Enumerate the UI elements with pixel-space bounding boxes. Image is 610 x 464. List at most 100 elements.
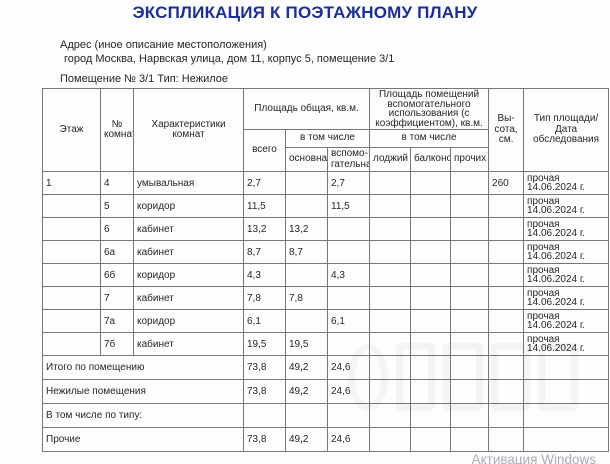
summary-row-nonresidential: Нежилые помещения 73,8 49,2 24,6 (42, 379, 610, 404)
summary-row-other: Прочие 73,8 49,2 24,6 (42, 427, 610, 452)
summary-aux: 24,6 (326, 355, 371, 380)
cell-height (488, 240, 525, 264)
cell-room-name: кабинет (133, 217, 244, 241)
cell-height (488, 263, 525, 287)
cell-other (450, 217, 490, 241)
cell-floor (42, 286, 101, 310)
cell-room-no: 7б (100, 332, 134, 356)
empty-cell (488, 355, 525, 380)
header-total: всего (243, 129, 286, 172)
cell-main: 8,7 (285, 240, 328, 264)
address-label: Адрес (иное описание местоположения) (60, 39, 267, 51)
cell-aux: 6,1 (326, 309, 371, 333)
empty-cell (369, 379, 412, 404)
cell-balcony (410, 286, 452, 310)
cell-main: 7,8 (285, 286, 328, 310)
empty-cell (450, 427, 490, 452)
page-title: ЭКСПЛИКАЦИЯ К ПОЭТАЖНОМУ ПЛАНУ (132, 3, 478, 22)
cell-loggia (369, 194, 412, 218)
cell-room-name: коридор (133, 194, 244, 218)
cell-loggia (369, 332, 412, 356)
cell-room-no: 4 (100, 171, 134, 195)
cell-balcony (410, 194, 452, 218)
cell-loggia (369, 309, 412, 333)
address-block: Адрес (иное описание местоположения) гор… (60, 38, 394, 66)
cell-loggia (369, 217, 412, 241)
cell-floor (42, 309, 101, 333)
cell-total: 6,1 (243, 309, 286, 333)
summary-main: 49,2 (285, 379, 328, 404)
cell-total: 7,8 (243, 286, 286, 310)
cell-balcony (410, 240, 452, 264)
header-total-area-group: Площадь общая, кв.м. (242, 88, 371, 130)
cell-floor (42, 194, 101, 218)
cell-height: 260 (488, 171, 525, 195)
table-row: 7б кабинет 19,5 19,5 прочая 14.06.2024 г… (42, 332, 610, 356)
summary-label: Прочие (42, 427, 244, 452)
header-main: основная (285, 147, 328, 172)
cell-type-date: прочая 14.06.2024 г. (523, 194, 610, 218)
empty-cell (523, 379, 610, 404)
cell-total: 2,7 (243, 171, 286, 195)
header-row-1: Этаж № комнат Характеристики комнат Площ… (42, 88, 610, 172)
table-row: 6а кабинет 8,7 8,7 прочая 14.06.2024 г. (42, 240, 610, 264)
summary-total (243, 403, 286, 428)
cell-other (450, 332, 490, 356)
cell-main (285, 309, 328, 333)
cell-room-no: 6б (100, 263, 134, 287)
cell-main (285, 171, 328, 195)
cell-type-date: прочая 14.06.2024 г. (523, 263, 610, 287)
address-value: город Москва, Нарвская улица, дом 11, ко… (64, 53, 395, 65)
header-room-no: № комнат (100, 88, 134, 172)
cell-type-date: прочая 14.06.2024 г. (523, 286, 610, 310)
explication-table: Этаж № комнат Характеристики комнат Площ… (42, 88, 610, 452)
premise-label: Помещение № 3/1 Тип: Нежилое (60, 73, 229, 85)
cell-room-name: коридор (133, 309, 244, 333)
header-auxiliary: вспомо- гательная (326, 147, 371, 172)
table-row: 6 кабинет 13,2 13,2 прочая 14.06.2024 г. (42, 217, 610, 241)
empty-cell (450, 379, 490, 404)
empty-cell (523, 403, 610, 428)
table-row: 6б коридор 4,3 4,3 прочая 14.06.2024 г. (42, 263, 610, 287)
cell-room-name: кабинет (133, 286, 244, 310)
cell-room-no: 7 (100, 286, 134, 310)
cell-type-date: прочая 14.06.2024 г. (523, 171, 610, 195)
cell-total: 11,5 (243, 194, 286, 218)
empty-cell (369, 355, 412, 380)
empty-cell (450, 355, 490, 380)
cell-main: 19,5 (285, 332, 328, 356)
empty-cell (410, 403, 452, 428)
empty-cell (450, 403, 490, 428)
cell-type-date: прочая 14.06.2024 г. (523, 332, 610, 356)
cell-aux: 11,5 (326, 194, 371, 218)
table-row: 7а коридор 6,1 6,1 прочая 14.06.2024 г. (42, 309, 610, 333)
header-including-right: в том числе (369, 129, 490, 148)
windows-activation-watermark: Активация Windows (471, 452, 596, 464)
cell-height (488, 332, 525, 356)
cell-aux (326, 217, 371, 241)
summary-main: 49,2 (285, 427, 328, 452)
empty-cell (488, 379, 525, 404)
cell-aux: 2,7 (326, 171, 371, 195)
cell-main (285, 263, 328, 287)
cell-height (488, 309, 525, 333)
cell-other (450, 194, 490, 218)
cell-height (488, 194, 525, 218)
header-aux-area-group: Площадь помещений вспомогательного испол… (369, 88, 490, 130)
empty-cell (488, 403, 525, 428)
summary-main (285, 403, 328, 428)
summary-aux (326, 403, 371, 428)
summary-aux: 24,6 (326, 427, 371, 452)
cell-type-date: прочая 14.06.2024 г. (523, 309, 610, 333)
cell-loggia (369, 286, 412, 310)
cell-other (450, 263, 490, 287)
cell-loggia (369, 171, 412, 195)
header-height: Вы- сота, см. (488, 88, 525, 172)
header-characteristics: Характеристики комнат (133, 88, 244, 172)
cell-floor (42, 263, 101, 287)
summary-row-total: Итого по помещению 73,8 49,2 24,6 (42, 355, 610, 380)
summary-total: 73,8 (243, 355, 286, 380)
empty-cell (410, 355, 452, 380)
empty-cell (523, 427, 610, 452)
